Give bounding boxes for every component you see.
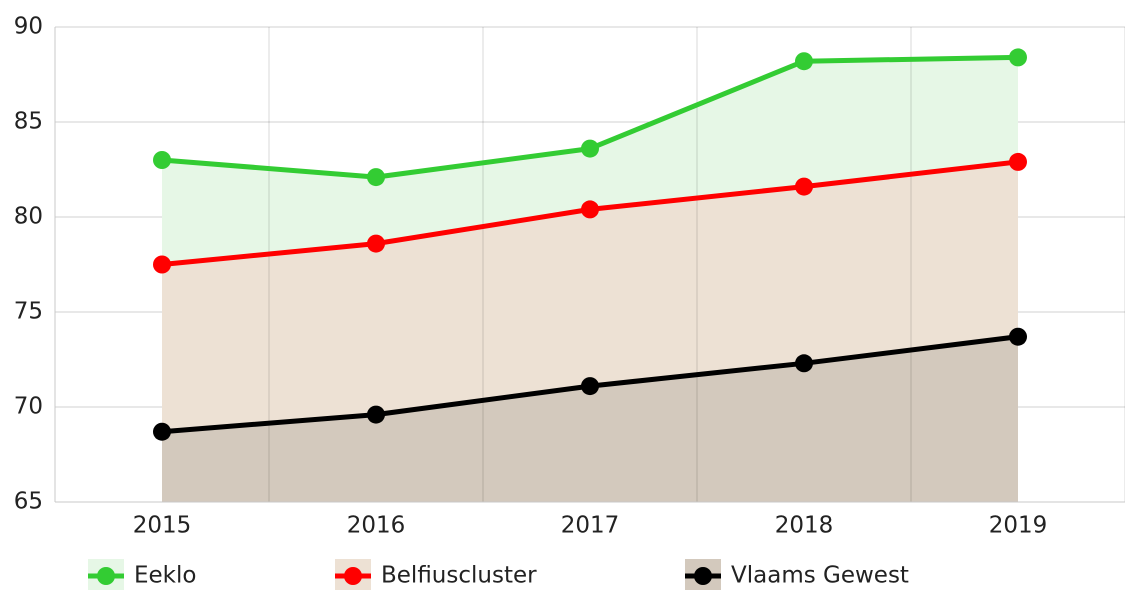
marker [153,151,171,169]
marker [581,200,599,219]
x-tick-label: 2015 [133,513,192,539]
marker [795,177,813,196]
legend-swatch-dot [344,567,362,585]
y-tick-label: 80 [14,204,43,230]
marker [795,354,813,373]
y-tick-label: 75 [14,299,43,325]
y-tick-label: 70 [14,394,43,420]
marker [153,422,171,441]
marker [581,139,599,158]
marker [367,405,385,424]
y-tick-label: 90 [14,14,43,40]
legend-swatch-dot [694,567,712,585]
y-tick-label: 65 [14,489,43,515]
x-tick-label: 2018 [775,513,834,539]
x-tick-label: 2019 [989,513,1048,539]
marker [1009,152,1027,171]
x-tick-label: 2017 [561,513,620,539]
legend-label: Belfiuscluster [381,563,537,589]
x-tick-label: 2016 [347,513,406,539]
marker [153,255,171,274]
legend-label: Vlaams Gewest [731,563,909,589]
marker [367,168,385,187]
marker [1009,48,1027,67]
y-tick-label: 85 [14,109,43,135]
marker [367,234,385,253]
marker [795,52,813,71]
legend-label: Eeklo [134,563,196,589]
area [162,336,1018,502]
legend-swatch-dot [97,567,115,585]
marker [1009,327,1027,346]
marker [581,377,599,396]
